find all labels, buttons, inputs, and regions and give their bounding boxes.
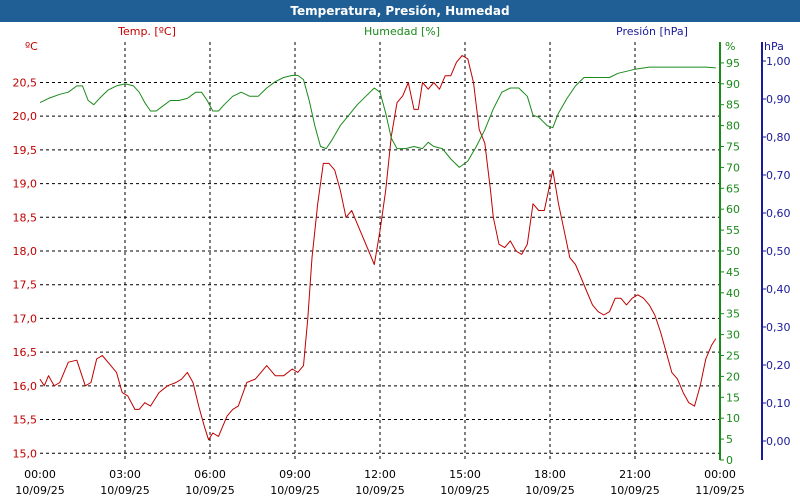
- humidity-tick-label: 55: [726, 224, 740, 237]
- humidity-tick-label: 25: [726, 350, 740, 363]
- pressure-tick-label: 0,80: [766, 131, 791, 144]
- temp-tick-label: 17,0: [13, 312, 38, 325]
- chart-title: Temperatura, Presión, Humedad: [0, 0, 800, 22]
- x-tick-time: 06:00: [194, 468, 226, 481]
- humidity-axis-label: Humedad [%]: [364, 25, 440, 38]
- temp-tick-label: 19,0: [13, 178, 38, 191]
- temp-tick-label: 15,5: [13, 414, 38, 427]
- temp-tick-label: 20,0: [13, 110, 38, 123]
- temp-tick-label: 19,5: [13, 144, 38, 157]
- temp-tick-label: 17,5: [13, 279, 38, 292]
- x-tick-time: 09:00: [279, 468, 311, 481]
- humidity-tick-label: 70: [726, 161, 740, 174]
- humidity-series-line: [39, 66, 716, 168]
- humidity-tick-label: 10: [726, 412, 740, 425]
- temp-axis-label: Temp. [ºC]: [117, 25, 176, 38]
- humidity-tick-label: 65: [726, 182, 740, 195]
- humidity-tick-label: 50: [726, 245, 740, 258]
- x-tick-date: 10/09/25: [525, 484, 574, 497]
- humidity-tick-label: 30: [726, 329, 740, 342]
- humidity-tick-label: 75: [726, 141, 740, 154]
- pressure-tick-label: 0,90: [766, 93, 791, 106]
- pressure-tick-label: 0,30: [766, 321, 791, 334]
- pressure-tick-label: 0,50: [766, 245, 791, 258]
- pressure-tick-label: 0,40: [766, 283, 791, 296]
- pressure-axis-label: Presión [hPa]: [616, 25, 688, 38]
- temp-tick-label: 16,0: [13, 380, 38, 393]
- humidity-tick-label: 35: [726, 308, 740, 321]
- pressure-tick-label: 0,70: [766, 169, 791, 182]
- humidity-tick-label: 45: [726, 266, 740, 279]
- x-tick-time: 21:00: [619, 468, 651, 481]
- temp-tick-label: 18,0: [13, 245, 38, 258]
- pressure-tick-label: 0,00: [766, 435, 791, 448]
- x-tick-time: 12:00: [364, 468, 396, 481]
- humidity-tick-label: 15: [726, 391, 740, 404]
- x-tick-date: 10/09/25: [355, 484, 404, 497]
- temp-tick-label: 20,5: [13, 76, 38, 89]
- x-tick-date: 10/09/25: [100, 484, 149, 497]
- humidity-tick-label: 90: [726, 78, 740, 91]
- pressure-tick-label: 0,60: [766, 207, 791, 220]
- x-tick-date: 10/09/25: [270, 484, 319, 497]
- temp-tick-label: 15,0: [13, 447, 38, 460]
- humidity-tick-label: 5: [726, 433, 733, 446]
- humidity-tick-label: 20: [726, 370, 740, 383]
- temperature-series-line: [39, 55, 717, 441]
- x-tick-time: 15:00: [449, 468, 481, 481]
- x-tick-time: 00:00: [24, 468, 56, 481]
- x-tick-time: 03:00: [109, 468, 141, 481]
- humidity-tick-label: 85: [726, 99, 740, 112]
- pressure-tick-label: 0,10: [766, 397, 791, 410]
- x-tick-date: 10/09/25: [440, 484, 489, 497]
- x-tick-date: 11/09/25: [695, 484, 744, 497]
- humidity-tick-label: 0: [726, 454, 733, 467]
- x-tick-time: 18:00: [534, 468, 566, 481]
- humidity-tick-label: 40: [726, 287, 740, 300]
- x-tick-date: 10/09/25: [185, 484, 234, 497]
- x-tick-date: 10/09/25: [15, 484, 64, 497]
- humidity-tick-label: 60: [726, 203, 740, 216]
- temp-tick-label: 16,5: [13, 346, 38, 359]
- pressure-tick-label: 0,20: [766, 359, 791, 372]
- x-tick-time: 00:00: [704, 468, 736, 481]
- pressure-tick-label: 1,00: [766, 55, 791, 68]
- temp-tick-label: 18,5: [13, 211, 38, 224]
- humidity-unit-label: %: [725, 40, 735, 53]
- humidity-tick-label: 80: [726, 120, 740, 133]
- pressure-unit-label: hPa: [764, 40, 784, 53]
- x-tick-date: 10/09/25: [610, 484, 659, 497]
- humidity-tick-label: 95: [726, 57, 740, 70]
- temp-unit-label: ºC: [25, 40, 38, 53]
